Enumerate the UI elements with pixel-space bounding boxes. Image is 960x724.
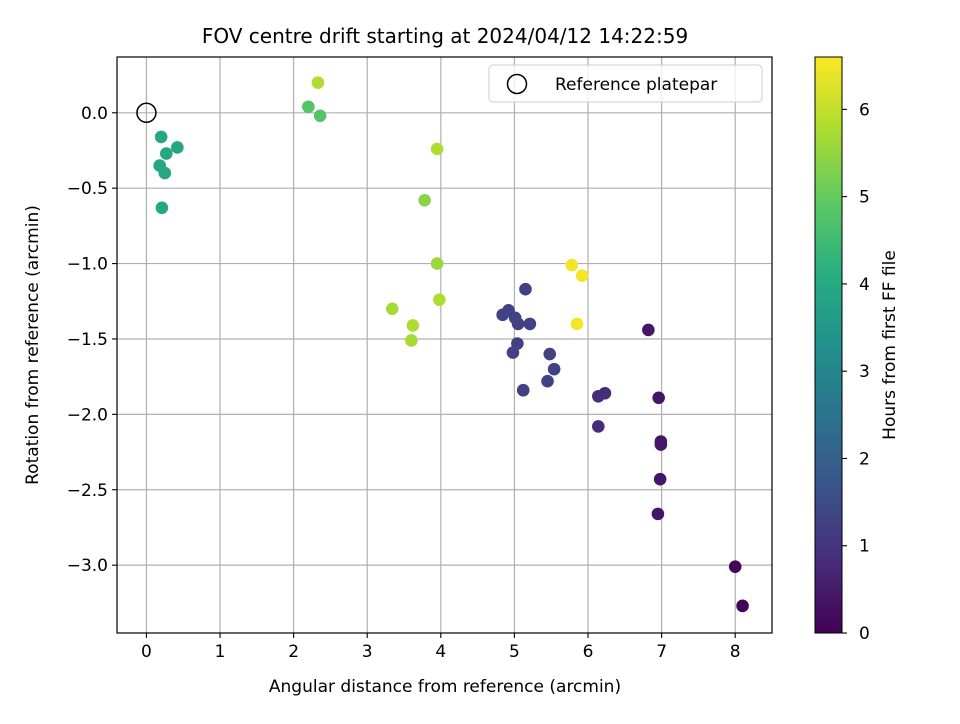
data-point — [516, 383, 530, 397]
data-point — [418, 193, 431, 207]
data-point — [570, 317, 584, 331]
x-tick-label: 6 — [583, 642, 594, 662]
data-point — [406, 319, 420, 332]
data-point — [155, 201, 169, 215]
colorbar-tick-label: 0 — [859, 624, 870, 644]
data-point — [598, 386, 612, 400]
data-point — [541, 374, 554, 388]
x-tick-label: 5 — [509, 642, 520, 662]
data-point — [519, 282, 532, 296]
reference-point-marker — [136, 102, 157, 124]
x-axis-label: Angular distance from reference (arcmin) — [269, 677, 621, 697]
data-point — [311, 76, 325, 89]
data-point — [430, 257, 444, 270]
data-point — [313, 109, 327, 123]
data-point — [160, 147, 173, 160]
y-tick-label: −1.0 — [67, 255, 108, 275]
legend-box — [488, 64, 763, 103]
y-tick-label: 0.0 — [81, 104, 108, 124]
x-tick-label: 3 — [362, 642, 373, 662]
y-tick-label: −2.0 — [67, 405, 108, 425]
legend: Reference platepar — [488, 64, 763, 103]
x-tick-label: 7 — [656, 642, 667, 662]
x-tick-label: 4 — [435, 642, 446, 662]
legend-marker — [506, 73, 528, 95]
x-tick-label: 0 — [141, 642, 152, 662]
data-point — [511, 317, 525, 331]
data-point — [652, 391, 665, 405]
x-tick-label: 1 — [215, 642, 226, 662]
colorbar-tick-label: 3 — [859, 362, 870, 382]
colorbar-ticks: 0 1 2 3 4 5 6 — [842, 100, 870, 644]
data-point — [385, 302, 399, 316]
colorbar-label: Hours from first FF file — [880, 250, 900, 440]
data-point — [433, 293, 446, 307]
y-tick-label: −3.0 — [67, 556, 108, 576]
y-tick-label: −0.5 — [67, 179, 108, 199]
colorbar — [814, 56, 843, 634]
data-point — [154, 130, 168, 144]
data-point — [405, 334, 418, 347]
x-tick-label: 2 — [288, 642, 299, 662]
y-axis-label: Rotation from reference (arcmin) — [23, 205, 43, 485]
data-point — [592, 420, 605, 433]
data-point — [575, 269, 589, 282]
plot-frame — [116, 56, 773, 634]
data-point — [728, 560, 742, 573]
y-tick-label: −1.5 — [67, 330, 108, 350]
data-point — [430, 142, 444, 156]
data-point — [543, 347, 557, 361]
data-point — [736, 599, 749, 613]
colorbar-tick-label: 6 — [859, 100, 870, 120]
data-point — [302, 100, 315, 114]
data-point — [171, 141, 184, 154]
data-point — [523, 317, 537, 331]
data-point — [653, 472, 667, 486]
data-point — [565, 258, 579, 272]
y-tick-label: −2.5 — [67, 481, 108, 501]
legend-label: Reference platepar — [555, 75, 717, 95]
colorbar-tick-label: 1 — [859, 537, 870, 557]
grid — [117, 57, 772, 633]
colorbar-tick-label: 2 — [859, 449, 870, 469]
y-axis-ticks: 0.0 −0.5 −1.0 −1.5 −2.0 −2.5 −3.0 — [67, 104, 117, 576]
x-tick-label: 8 — [730, 642, 741, 662]
data-point — [547, 362, 561, 376]
colorbar-tick-label: 4 — [859, 275, 870, 295]
data-point — [642, 323, 655, 337]
data-point — [506, 346, 520, 359]
data-point — [158, 166, 172, 180]
chart-title: FOV centre drift starting at 2024/04/12 … — [202, 24, 688, 48]
data-point — [651, 507, 665, 521]
colorbar-tick-label: 5 — [859, 188, 870, 208]
data-point — [654, 438, 668, 451]
x-axis-ticks: 0 1 2 3 4 5 6 7 8 — [141, 633, 741, 662]
data-points — [136, 76, 749, 613]
